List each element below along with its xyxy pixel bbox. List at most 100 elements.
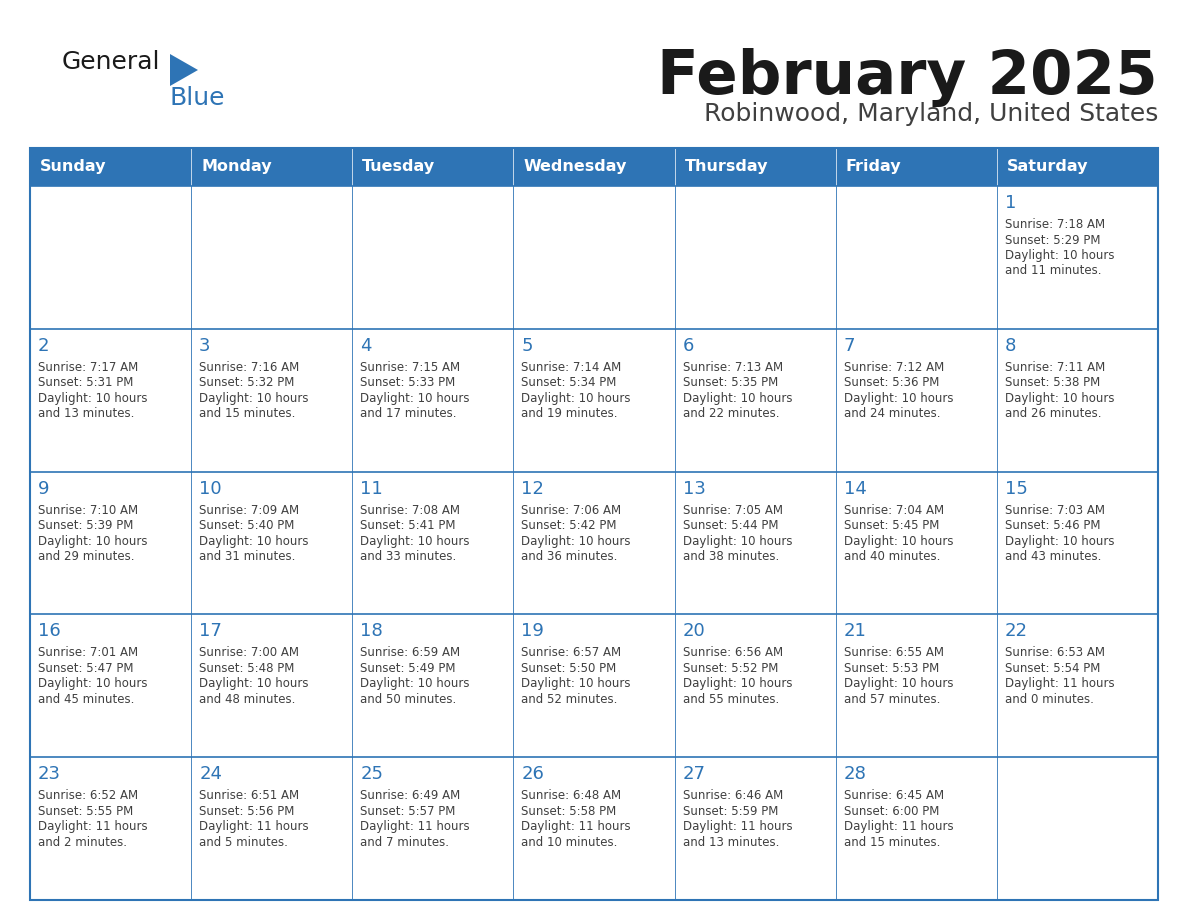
Bar bbox=[675, 472, 835, 614]
Text: Sunrise: 6:55 AM: Sunrise: 6:55 AM bbox=[843, 646, 943, 659]
Bar bbox=[513, 148, 675, 186]
Polygon shape bbox=[170, 54, 198, 86]
Text: 28: 28 bbox=[843, 766, 866, 783]
Text: and 31 minutes.: and 31 minutes. bbox=[200, 550, 296, 563]
Text: Sunrise: 7:17 AM: Sunrise: 7:17 AM bbox=[38, 361, 138, 374]
Text: Sunset: 5:57 PM: Sunset: 5:57 PM bbox=[360, 805, 456, 818]
Bar bbox=[997, 757, 1158, 900]
Text: Daylight: 11 hours: Daylight: 11 hours bbox=[1005, 677, 1114, 690]
Bar bbox=[835, 329, 997, 472]
Text: and 2 minutes.: and 2 minutes. bbox=[38, 835, 127, 849]
Text: Sunrise: 7:08 AM: Sunrise: 7:08 AM bbox=[360, 504, 460, 517]
Text: and 15 minutes.: and 15 minutes. bbox=[843, 835, 940, 849]
Text: Sunrise: 6:51 AM: Sunrise: 6:51 AM bbox=[200, 789, 299, 802]
Text: Sunset: 5:29 PM: Sunset: 5:29 PM bbox=[1005, 233, 1100, 247]
Text: Daylight: 11 hours: Daylight: 11 hours bbox=[38, 820, 147, 834]
Text: 3: 3 bbox=[200, 337, 210, 354]
Text: and 19 minutes.: and 19 minutes. bbox=[522, 408, 618, 420]
Text: Sunrise: 7:11 AM: Sunrise: 7:11 AM bbox=[1005, 361, 1105, 374]
Text: 17: 17 bbox=[200, 622, 222, 641]
Text: Sunset: 5:40 PM: Sunset: 5:40 PM bbox=[200, 519, 295, 532]
Bar bbox=[675, 329, 835, 472]
Bar bbox=[353, 757, 513, 900]
Text: Sunset: 5:33 PM: Sunset: 5:33 PM bbox=[360, 376, 455, 389]
Text: and 17 minutes.: and 17 minutes. bbox=[360, 408, 456, 420]
Text: Daylight: 10 hours: Daylight: 10 hours bbox=[522, 534, 631, 548]
Text: Sunrise: 7:10 AM: Sunrise: 7:10 AM bbox=[38, 504, 138, 517]
Text: Daylight: 10 hours: Daylight: 10 hours bbox=[200, 534, 309, 548]
Text: 6: 6 bbox=[683, 337, 694, 354]
Bar bbox=[30, 472, 191, 614]
Bar bbox=[675, 186, 835, 329]
Text: and 38 minutes.: and 38 minutes. bbox=[683, 550, 779, 563]
Text: Daylight: 11 hours: Daylight: 11 hours bbox=[200, 820, 309, 834]
Text: 10: 10 bbox=[200, 479, 222, 498]
Text: Sunrise: 6:48 AM: Sunrise: 6:48 AM bbox=[522, 789, 621, 802]
Text: and 22 minutes.: and 22 minutes. bbox=[683, 408, 779, 420]
Text: Sunrise: 6:45 AM: Sunrise: 6:45 AM bbox=[843, 789, 943, 802]
Text: Sunrise: 7:18 AM: Sunrise: 7:18 AM bbox=[1005, 218, 1105, 231]
Text: and 50 minutes.: and 50 minutes. bbox=[360, 693, 456, 706]
Text: Sunset: 6:00 PM: Sunset: 6:00 PM bbox=[843, 805, 939, 818]
Bar bbox=[353, 614, 513, 757]
Text: 1: 1 bbox=[1005, 194, 1016, 212]
Text: and 52 minutes.: and 52 minutes. bbox=[522, 693, 618, 706]
Text: Sunrise: 7:06 AM: Sunrise: 7:06 AM bbox=[522, 504, 621, 517]
Text: 2: 2 bbox=[38, 337, 50, 354]
Bar bbox=[191, 472, 353, 614]
Text: 22: 22 bbox=[1005, 622, 1028, 641]
Text: Daylight: 10 hours: Daylight: 10 hours bbox=[360, 534, 469, 548]
Text: 24: 24 bbox=[200, 766, 222, 783]
Text: Daylight: 10 hours: Daylight: 10 hours bbox=[1005, 249, 1114, 262]
Text: and 29 minutes.: and 29 minutes. bbox=[38, 550, 134, 563]
Bar bbox=[30, 186, 191, 329]
Bar bbox=[353, 472, 513, 614]
Text: Daylight: 10 hours: Daylight: 10 hours bbox=[38, 392, 147, 405]
Text: 25: 25 bbox=[360, 766, 384, 783]
Text: Daylight: 11 hours: Daylight: 11 hours bbox=[360, 820, 470, 834]
Text: Sunday: Sunday bbox=[40, 160, 107, 174]
Bar bbox=[30, 614, 191, 757]
Text: 5: 5 bbox=[522, 337, 533, 354]
Text: Daylight: 10 hours: Daylight: 10 hours bbox=[683, 534, 792, 548]
Text: Sunset: 5:47 PM: Sunset: 5:47 PM bbox=[38, 662, 133, 675]
Bar bbox=[675, 614, 835, 757]
Text: Sunset: 5:46 PM: Sunset: 5:46 PM bbox=[1005, 519, 1100, 532]
Text: and 40 minutes.: and 40 minutes. bbox=[843, 550, 940, 563]
Text: Sunrise: 7:15 AM: Sunrise: 7:15 AM bbox=[360, 361, 461, 374]
Text: and 7 minutes.: and 7 minutes. bbox=[360, 835, 449, 849]
Text: 16: 16 bbox=[38, 622, 61, 641]
Text: 13: 13 bbox=[683, 479, 706, 498]
Text: 14: 14 bbox=[843, 479, 866, 498]
Text: Sunrise: 7:13 AM: Sunrise: 7:13 AM bbox=[683, 361, 783, 374]
Text: Sunset: 5:59 PM: Sunset: 5:59 PM bbox=[683, 805, 778, 818]
Text: Daylight: 11 hours: Daylight: 11 hours bbox=[683, 820, 792, 834]
Text: Daylight: 10 hours: Daylight: 10 hours bbox=[38, 534, 147, 548]
Bar bbox=[30, 148, 191, 186]
Text: Friday: Friday bbox=[846, 160, 902, 174]
Text: and 10 minutes.: and 10 minutes. bbox=[522, 835, 618, 849]
Text: Thursday: Thursday bbox=[684, 160, 769, 174]
Text: Sunset: 5:41 PM: Sunset: 5:41 PM bbox=[360, 519, 456, 532]
Text: Sunset: 5:58 PM: Sunset: 5:58 PM bbox=[522, 805, 617, 818]
Bar bbox=[30, 148, 1158, 900]
Text: and 45 minutes.: and 45 minutes. bbox=[38, 693, 134, 706]
Text: 18: 18 bbox=[360, 622, 383, 641]
Text: Sunset: 5:38 PM: Sunset: 5:38 PM bbox=[1005, 376, 1100, 389]
Text: Wednesday: Wednesday bbox=[524, 160, 627, 174]
Text: February 2025: February 2025 bbox=[657, 48, 1158, 107]
Text: Daylight: 10 hours: Daylight: 10 hours bbox=[38, 677, 147, 690]
Text: Daylight: 10 hours: Daylight: 10 hours bbox=[1005, 534, 1114, 548]
Text: Sunset: 5:48 PM: Sunset: 5:48 PM bbox=[200, 662, 295, 675]
Text: Daylight: 11 hours: Daylight: 11 hours bbox=[843, 820, 953, 834]
Text: Daylight: 10 hours: Daylight: 10 hours bbox=[360, 392, 469, 405]
Text: and 26 minutes.: and 26 minutes. bbox=[1005, 408, 1101, 420]
Text: and 13 minutes.: and 13 minutes. bbox=[683, 835, 779, 849]
Text: and 43 minutes.: and 43 minutes. bbox=[1005, 550, 1101, 563]
Text: Sunrise: 6:52 AM: Sunrise: 6:52 AM bbox=[38, 789, 138, 802]
Text: Sunset: 5:35 PM: Sunset: 5:35 PM bbox=[683, 376, 778, 389]
Bar bbox=[513, 614, 675, 757]
Bar bbox=[997, 148, 1158, 186]
Text: Sunrise: 7:14 AM: Sunrise: 7:14 AM bbox=[522, 361, 621, 374]
Text: Sunset: 5:44 PM: Sunset: 5:44 PM bbox=[683, 519, 778, 532]
